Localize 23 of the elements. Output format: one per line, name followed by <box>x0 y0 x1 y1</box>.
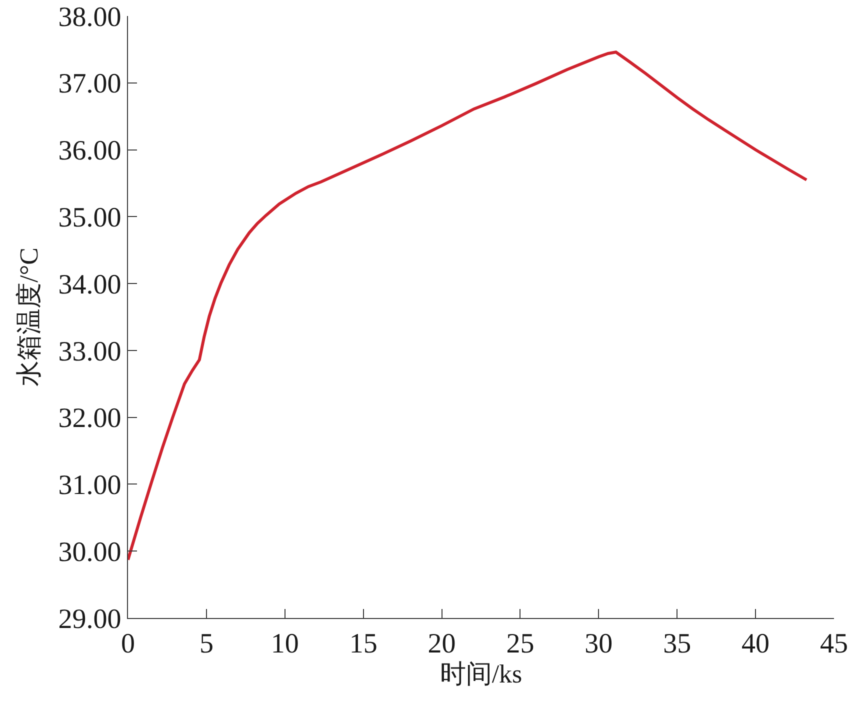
y-tick-label: 38.00 <box>58 2 122 33</box>
x-tick-label: 45 <box>820 628 848 660</box>
x-tick-label: 35 <box>663 628 692 660</box>
x-axis-title: 时间/ks <box>440 660 522 689</box>
x-tick-label: 30 <box>584 628 613 660</box>
y-tick-label: 33.00 <box>58 336 122 368</box>
x-tick-label: 20 <box>428 628 456 660</box>
x-tick-label: 25 <box>506 628 534 660</box>
y-axis-title: 水箱温度/°C <box>14 248 44 386</box>
y-tick-label: 30.00 <box>58 536 122 568</box>
y-tick-label: 37.00 <box>58 68 122 100</box>
x-tick-label: 40 <box>742 628 770 660</box>
y-tick-label: 35.00 <box>58 202 122 234</box>
x-tick-label: 10 <box>270 628 299 660</box>
y-tick-label: 34.00 <box>58 269 122 300</box>
x-tick-label: 0 <box>121 628 135 660</box>
y-tick-label: 36.00 <box>58 136 122 167</box>
y-tick-label: 31.00 <box>58 470 122 502</box>
line-series <box>128 50 808 562</box>
x-tick-label: 15 <box>349 628 378 660</box>
y-tick-label: 32.00 <box>58 403 122 434</box>
x-tick-label: 5 <box>199 628 214 660</box>
y-tick-label: 29.00 <box>58 604 122 635</box>
